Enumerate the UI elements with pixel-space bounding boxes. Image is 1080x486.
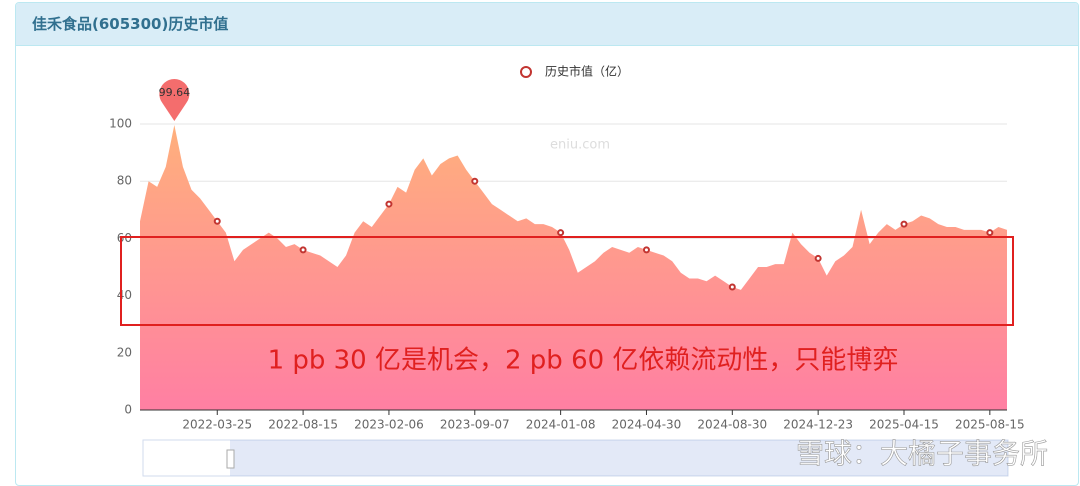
point-marker (642, 246, 650, 254)
panel-title: 佳禾食品(605300)历史市值 (16, 3, 1078, 46)
y-tick-label: 100 (109, 117, 132, 131)
legend-icon (520, 66, 532, 78)
slider-handle[interactable] (226, 449, 235, 469)
legend-label: 历史市值（亿） (545, 64, 629, 79)
max-pin (159, 79, 190, 122)
y-tick-label: 20 (117, 345, 132, 359)
x-tick-label: 2023-02-06 (354, 418, 424, 432)
x-tick-label: 2025-08-15 (955, 418, 1025, 432)
point-marker (299, 246, 307, 254)
point-marker (728, 283, 736, 291)
point-marker (385, 200, 393, 208)
credit: 雪球：大橘子事务所 (796, 437, 1048, 470)
x-tick-label: 2025-04-15 (869, 418, 939, 432)
point-marker (213, 217, 221, 225)
x-tick-label: 2024-08-30 (697, 418, 767, 432)
slider[interactable] (142, 439, 1009, 477)
annotation: 1 pb 30 亿是机会，2 pb 60 亿依赖流动性，只能博弈 (268, 346, 899, 376)
x-tick-label: 2024-12-23 (783, 418, 853, 432)
slider-window[interactable] (230, 440, 1008, 476)
x-tick-label: 2022-08-15 (268, 418, 338, 432)
y-tick-label: 0 (124, 403, 132, 417)
x-tick-label: 2023-09-07 (440, 418, 510, 432)
point-marker (814, 254, 822, 262)
max-label: 99.64 (159, 86, 191, 99)
area (140, 125, 1007, 410)
y-tick-label: 40 (117, 288, 132, 302)
point-marker (471, 177, 479, 185)
x-tick-label: 2024-01-08 (526, 418, 596, 432)
point-marker (900, 220, 908, 228)
y-tick-label: 80 (117, 174, 132, 188)
annotation-box (120, 236, 1014, 326)
x-tick-label: 2022-03-25 (182, 418, 252, 432)
watermark: eniu.com (550, 138, 610, 153)
panel: 佳禾食品(605300)历史市值 (15, 2, 1079, 486)
x-tick-label: 2024-04-30 (612, 418, 682, 432)
point-marker (986, 229, 994, 237)
point-marker (557, 229, 565, 237)
